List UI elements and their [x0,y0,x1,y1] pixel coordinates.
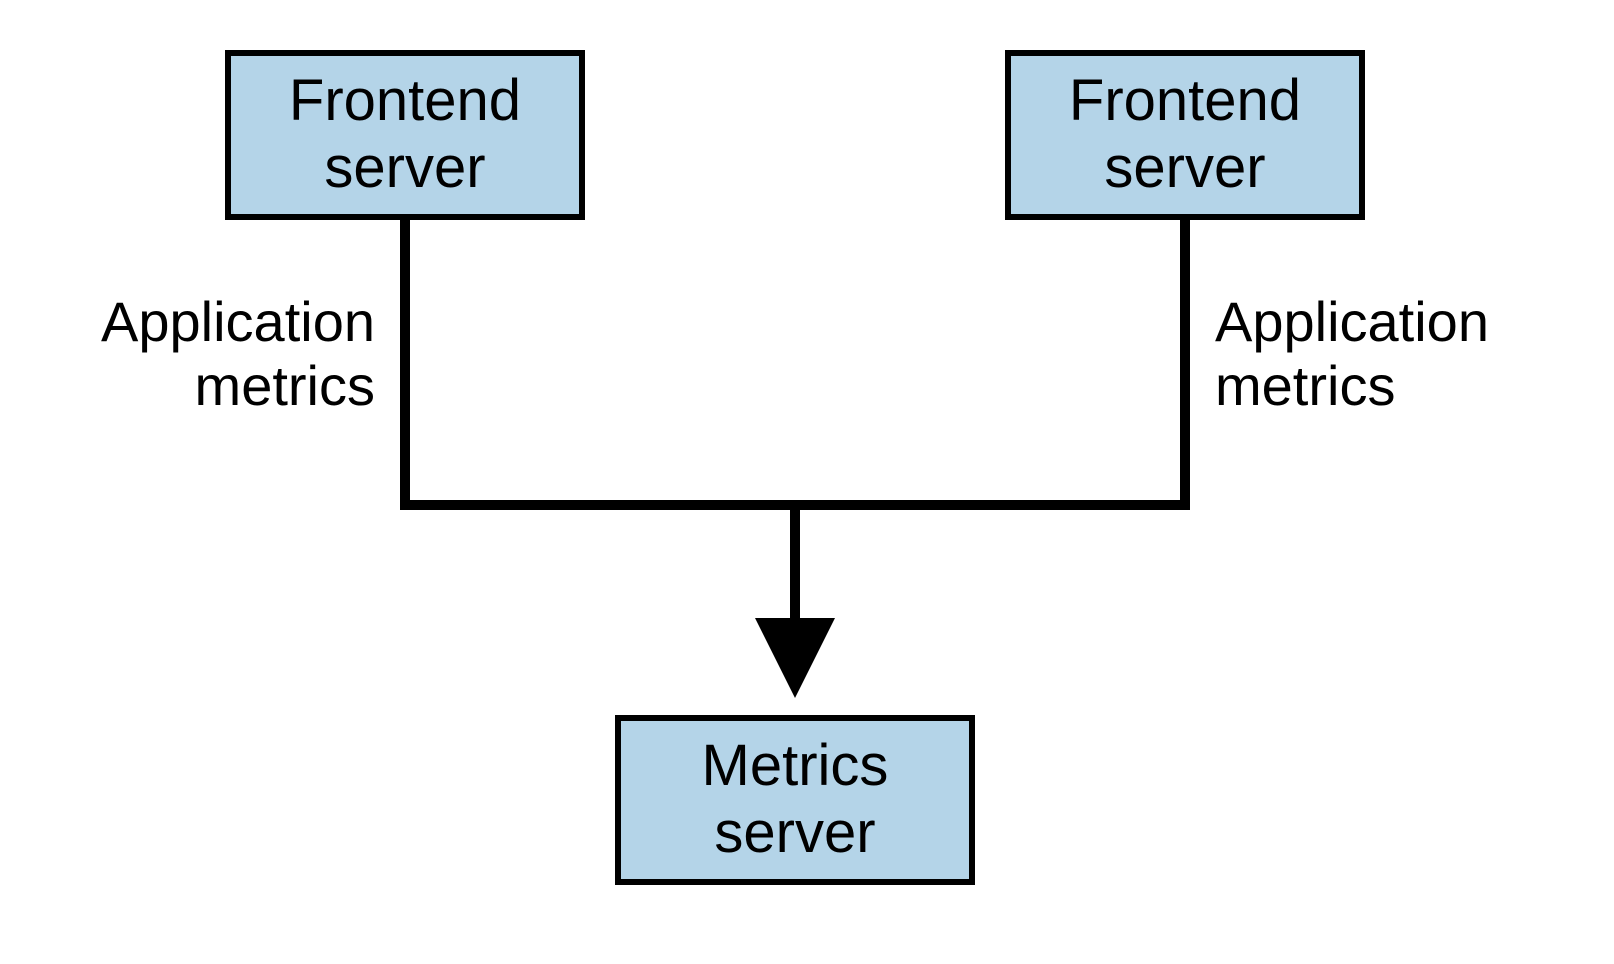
node-fe_left: Frontendserver [225,50,585,220]
edge-left_to_metrics [405,220,795,678]
node-fe_right: Frontendserver [1005,50,1365,220]
architecture-diagram: Frontendserver Frontendserver Metricsserve… [0,0,1614,964]
edge-label-right_to_metrics: Applicationmetrics [1215,290,1545,419]
node-label: Frontendserver [289,68,521,201]
edge-label-left_to_metrics: Applicationmetrics [45,290,375,419]
node-label: Frontendserver [1069,68,1301,201]
node-label: Metricsserver [702,733,889,866]
node-metrics: Metricsserver [615,715,975,885]
edge-right_to_metrics [795,220,1185,678]
